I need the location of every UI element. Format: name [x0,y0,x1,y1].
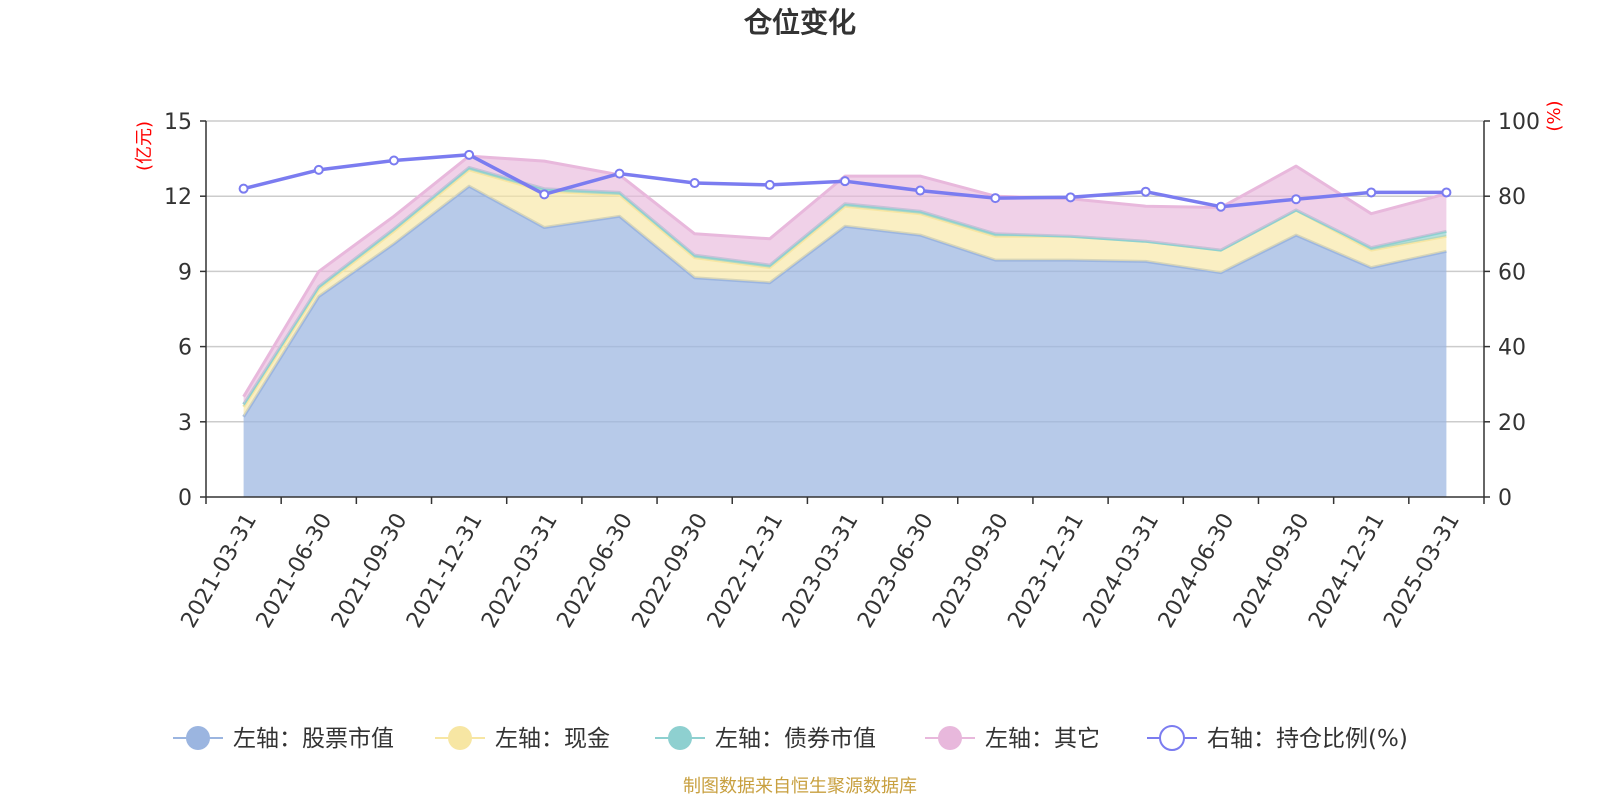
data-source-footer: 制图数据来自恒生聚源数据库 [683,776,917,797]
legend-label: 左轴：股票市值 [233,726,394,752]
ratio-point [1215,201,1226,212]
legend-item: 左轴：现金 [435,726,610,752]
ratio-point [1140,186,1151,197]
x-axis-tick-label: 2022-06-30 [552,509,638,632]
legend-item: 右轴：持仓比例(%) [1147,725,1408,752]
left-axis-tick-label: 3 [178,411,192,436]
x-axis-tick-label: 2021-09-30 [327,509,413,632]
x-axis-tick-label: 2023-03-31 [778,509,864,632]
ratio-point [238,183,249,194]
chart-title: 仓位变化 [744,6,856,39]
ratio-point [1366,187,1377,198]
left-axis-tick-label: 9 [178,260,192,285]
area-series-edge-3 [242,154,1447,398]
legend-label: 右轴：持仓比例(%) [1207,726,1408,752]
legend-item: 左轴：其它 [925,726,1100,752]
left-axis-unit: (亿元) [134,121,155,171]
legend-swatch-circle [668,726,692,750]
legend-label: 左轴：其它 [985,726,1100,752]
right-axis-unit: (%) [1544,100,1565,131]
left-axis-tick-label: 12 [164,185,192,210]
left-axis-tick-label: 6 [178,336,192,361]
right-axis-tick-label: 20 [1498,411,1526,436]
legend-swatch-circle [1159,725,1185,751]
ratio-point [990,193,1001,204]
x-axis-tick-label: 2023-12-31 [1003,509,1089,632]
x-axis-tick-label: 2022-12-31 [703,509,789,632]
legend: 左轴：股票市值 左轴：现金 左轴：债券市值 左轴：其它 右轴：持仓比例(%) [173,725,1408,752]
x-axis-tick-label: 2021-06-30 [252,509,338,632]
right-axis-tick-label: 40 [1498,336,1526,361]
ratio-point [764,179,775,190]
x-axis-tick-label: 2023-09-30 [928,509,1014,632]
area-series-1 [243,169,1447,417]
legend-swatch-circle [186,726,210,750]
ratio-point [313,164,324,175]
x-axis-tick-label: 2024-03-31 [1079,509,1165,632]
area-series-0 [243,186,1447,497]
ratio-point [840,176,850,187]
legend-swatch-circle [938,726,962,750]
right-axis-tick-label: 0 [1498,486,1512,511]
area-series-3 [243,156,1447,405]
ratio-point [539,189,550,200]
ratio-line [238,149,1452,212]
x-axis-tick-label: 2021-03-31 [177,509,263,632]
right-axis-tick-label: 80 [1498,185,1526,210]
ratio-point [464,149,475,160]
legend-item: 左轴：债券市值 [655,726,876,752]
ratio-point [689,178,700,189]
ratio-point [614,168,625,179]
x-axis-tick-label: 2023-06-30 [853,509,939,632]
legend-label: 左轴：债券市值 [715,726,876,752]
legend-label: 左轴：现金 [495,726,610,752]
ratio-point [1065,192,1076,203]
x-axis-tick-label: 2022-09-30 [628,509,714,632]
left-axis-tick-label: 15 [164,110,192,135]
x-axis-tick-label: 2024-12-31 [1304,509,1390,632]
stacked-areas [242,154,1447,497]
legend-item: 左轴：股票市值 [173,726,394,752]
legend-swatch-circle [448,726,472,750]
ratio-point [388,155,399,166]
x-axis-tick-label: 2025-03-31 [1379,509,1465,632]
right-axis-tick-label: 100 [1498,110,1540,135]
x-axis-tick-label: 2022-03-31 [477,509,563,632]
left-axis-tick-label: 0 [178,486,192,511]
ratio-point [1291,194,1302,205]
x-axis-tick-label: 2021-12-31 [402,509,488,632]
x-axis-tick-label: 2024-06-30 [1154,509,1240,632]
ratio-point [915,185,926,196]
right-axis-tick-label: 60 [1498,260,1526,285]
x-axis-tick-label: 2024-09-30 [1229,509,1315,632]
ratio-point [1441,187,1452,198]
